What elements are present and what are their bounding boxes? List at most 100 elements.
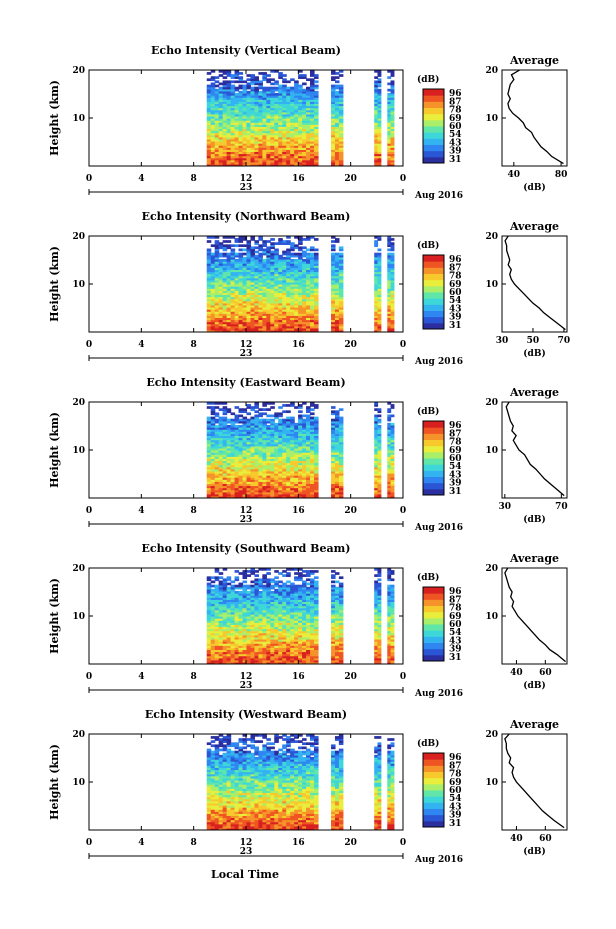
heatmap-cell [242,113,248,117]
heatmap-cell [258,72,263,75]
heatmap-cell [334,132,340,136]
heatmap-cell [258,441,263,445]
heatmap-cell [278,275,283,279]
heatmap-cell [286,456,291,459]
heatmap-cell [313,290,319,293]
heatmap-cell [242,86,248,90]
heatmap-cell [210,636,216,640]
heatmap-cell [390,317,395,321]
heatmap-cell [238,632,244,636]
heatmap-cell [246,292,252,296]
heatmap-cell [234,466,240,470]
heatmap-cell [214,263,220,266]
colorbar-tick-label: 43 [449,470,462,480]
heatmap-cell [274,325,279,329]
heatmap-cell [302,458,307,462]
heatmap-cell [331,132,336,136]
heatmap-cell [206,452,212,455]
heatmap-cell [310,479,315,482]
heatmap-cell [377,99,382,102]
heatmap-cell [390,242,395,245]
heatmap-cell [290,651,295,655]
heatmap-cell [210,491,216,495]
heatmap-cell [262,458,267,462]
heatmap-cell [226,634,232,638]
heatmap-cell [290,134,295,138]
heatmap-cell [234,454,240,457]
heatmap-cell [331,424,336,428]
heatmap-cell [234,157,240,161]
heatmap-cell [266,632,271,636]
heatmap-cell [210,441,216,445]
colorbar-swatch [423,310,444,318]
heatmap-cell [206,641,212,644]
heatmap-cell [234,641,240,644]
heatmap-cell [278,149,283,152]
heatmap-cell [214,470,220,474]
heatmap-cell [278,460,283,464]
heatmap-cell [258,118,263,121]
heatmap-cell [230,489,236,493]
heatmap-cell [294,462,299,466]
heatmap-cell [246,145,252,148]
heatmap-cell [250,416,256,420]
heatmap-cell [242,325,248,329]
heatmap-cell [242,651,248,655]
heatmap-cell [234,655,240,659]
heatmap-cell [250,495,256,498]
heatmap-cell [298,86,303,90]
heatmap-cell [238,456,244,459]
heatmap-cell [242,145,248,148]
heatmap-cell [278,90,283,94]
heatmap-cell [313,477,319,480]
heatmap-cell [374,472,379,476]
heatmap-cell [334,493,340,497]
heatmap-cell [278,439,283,443]
heatmap-cell [238,437,244,441]
heatmap-cell [310,317,315,321]
heatmap-cell [206,159,212,163]
heatmap-cell [210,630,216,634]
heatmap-cell [250,657,256,661]
heatmap-cell [334,491,340,495]
heatmap-cell [294,136,299,140]
heatmap-cell [270,284,275,287]
heatmap-cell [226,647,232,650]
heatmap-cell [390,302,395,306]
heatmap-cell [390,161,395,165]
heatmap-cell [234,269,240,273]
heatmap-cell [238,427,244,430]
heatmap-cell [294,155,299,159]
heatmap-cell [238,315,244,318]
heatmap-cell [206,315,212,318]
heatmap-cell [254,240,259,243]
heatmap-cell [218,439,224,443]
heatmap-cell [214,281,220,285]
heatmap-cell [242,632,248,636]
heatmap-cell [246,99,252,102]
heatmap-cell [254,82,259,86]
heatmap-cell [377,483,382,487]
heatmap-cell [254,107,259,111]
heatmap-cell [338,479,344,482]
heatmap-cell [278,427,283,430]
heatmap-cell [282,481,287,484]
heatmap-cell [218,288,224,291]
heatmap-cell [230,120,236,123]
heatmap-cell [282,284,287,287]
heatmap-cell [278,76,283,79]
heatmap-cell [286,145,291,148]
heatmap-cell [218,103,224,107]
heatmap-cell [262,487,267,491]
heatmap-cell [286,107,291,111]
colorbar-tick-label: 39 [449,147,462,157]
heatmap-cell [298,329,303,332]
heatmap-cell [374,90,379,94]
heatmap-cell [334,300,340,304]
heatmap-cell [242,649,248,653]
heatmap-cell [246,147,252,150]
heatmap-cell [222,645,228,648]
heatmap-cell [310,72,315,75]
heatmap-cell [206,317,212,321]
heatmap-cell [302,155,307,159]
